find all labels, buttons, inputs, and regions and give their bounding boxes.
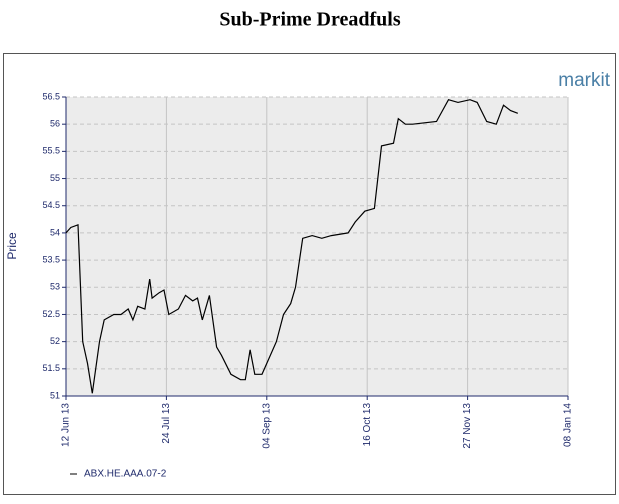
y-axis-label: Price: [5, 232, 19, 260]
x-tick-label: 16 Oct 13: [362, 403, 373, 447]
plot-area: [66, 97, 568, 396]
logo: markit: [558, 70, 610, 91]
y-tick-label: 52: [50, 336, 60, 346]
y-tick-label: 51.5: [42, 363, 60, 373]
chart-title: Sub-Prime Dreadfuls: [219, 9, 401, 31]
y-tick-label: 55: [50, 173, 60, 183]
price-line: [65, 98, 519, 394]
x-tick-label: 08 Jan 14: [563, 403, 574, 447]
y-tick-label: 53: [50, 282, 60, 292]
y-tick-label: 52.5: [42, 309, 60, 319]
y-tick-label: 54.5: [42, 200, 60, 210]
y-tick-label: 55.5: [42, 146, 60, 156]
x-tick-label: 24 Jul 13: [161, 403, 172, 444]
y-tick-label: 56: [50, 119, 60, 129]
y-tick-label: 51: [50, 390, 60, 400]
y-tick-label: 54: [50, 227, 60, 237]
y-tick-label: 53.5: [42, 254, 60, 264]
legend-label: ABX.HE.AAA.07-2: [84, 469, 167, 480]
x-tick-label: 04 Sep 13: [261, 403, 272, 449]
x-tick-label: 27 Nov 13: [462, 403, 473, 449]
y-tick-label: 56.5: [42, 91, 60, 101]
x-tick-label: 12 Jun 13: [61, 403, 72, 447]
